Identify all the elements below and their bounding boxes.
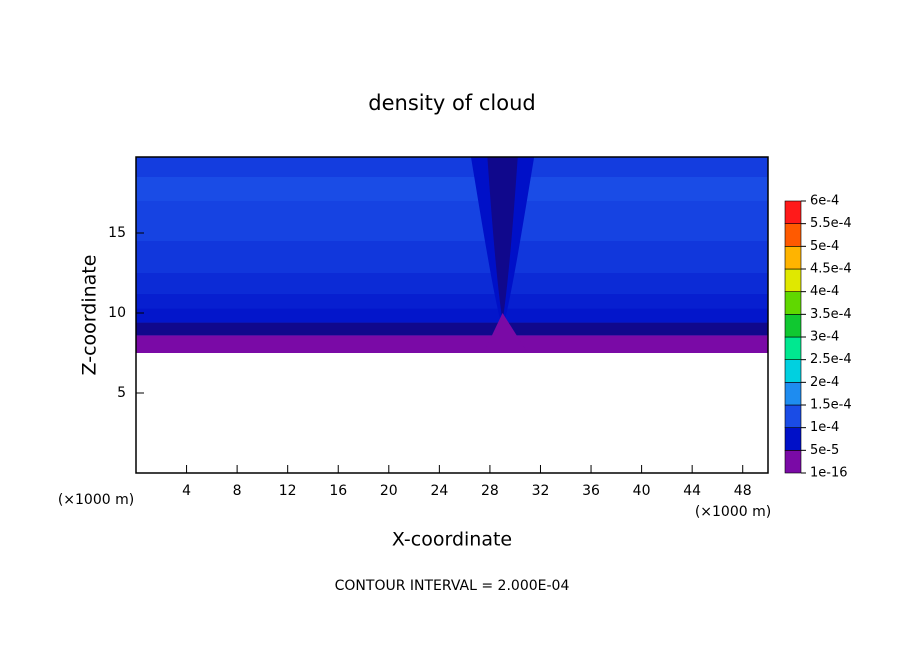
chart-title: density of cloud [368, 91, 535, 115]
field-band [136, 322, 768, 336]
x-axis-label: X-coordinate [392, 529, 512, 551]
colorbar-box [784, 450, 802, 474]
colorbar-label: 2.5e-4 [810, 352, 852, 367]
field-band [136, 335, 768, 353]
colorbar-label: 2e-4 [810, 375, 839, 390]
field-band [136, 273, 768, 294]
x-tick-label: 8 [233, 483, 242, 499]
x-tick-label: 4 [182, 483, 191, 499]
x-tick-label: 36 [582, 483, 600, 499]
plume-core [487, 157, 518, 321]
colorbar-box [784, 291, 802, 315]
colorbar-label: 6e-4 [810, 194, 839, 209]
colorbar-box [784, 336, 802, 360]
x-tick-label: 44 [683, 483, 701, 499]
x-tick-label: 28 [481, 483, 499, 499]
contour-field [136, 157, 768, 353]
x-tick-label: 20 [380, 483, 398, 499]
colorbar-box [784, 200, 802, 224]
y-tick-label: 10 [108, 305, 126, 321]
x-tick-label: 48 [734, 483, 752, 499]
colorbar-box [784, 314, 802, 338]
colorbar-label: 5e-4 [810, 239, 839, 254]
field-band [136, 293, 768, 309]
y-unit: (×1000 m) [58, 492, 134, 508]
x-unit: (×1000 m) [695, 504, 771, 520]
colorbar-box [784, 404, 802, 428]
y-tick-label: 15 [108, 225, 126, 241]
colorbar-box [784, 359, 802, 383]
colorbar-label: 5e-5 [810, 443, 839, 458]
colorbar-label: 5.5e-4 [810, 216, 852, 231]
colorbar-label: 3.5e-4 [810, 307, 852, 322]
colorbar-label: 1e-4 [810, 420, 839, 435]
x-tick-label: 12 [279, 483, 297, 499]
y-tick-label: 5 [117, 385, 126, 401]
colorbar-label: 1.5e-4 [810, 398, 852, 413]
x-tick-label: 40 [633, 483, 651, 499]
field-band [136, 157, 768, 177]
colorbar-label: 1e-16 [810, 466, 848, 481]
x-tick-label: 32 [532, 483, 550, 499]
field-band [136, 241, 768, 273]
x-tick-label: 24 [430, 483, 448, 499]
colorbar-box [784, 268, 802, 292]
colorbar-box [784, 382, 802, 406]
colorbar-label: 4e-4 [810, 284, 839, 299]
y-axis-label: Z-coordinate [79, 255, 101, 376]
field-band [136, 308, 768, 323]
colorbar-label: 3e-4 [810, 330, 839, 345]
field-band [136, 201, 768, 241]
x-tick-label: 16 [329, 483, 347, 499]
plume-base [483, 313, 528, 353]
colorbar-label: 4.5e-4 [810, 262, 852, 277]
colorbar-box [784, 427, 802, 451]
colorbar-box [784, 246, 802, 270]
frame [135, 156, 769, 474]
colorbar-box [784, 223, 802, 247]
contour-note: CONTOUR INTERVAL = 2.000E-04 [335, 578, 570, 594]
